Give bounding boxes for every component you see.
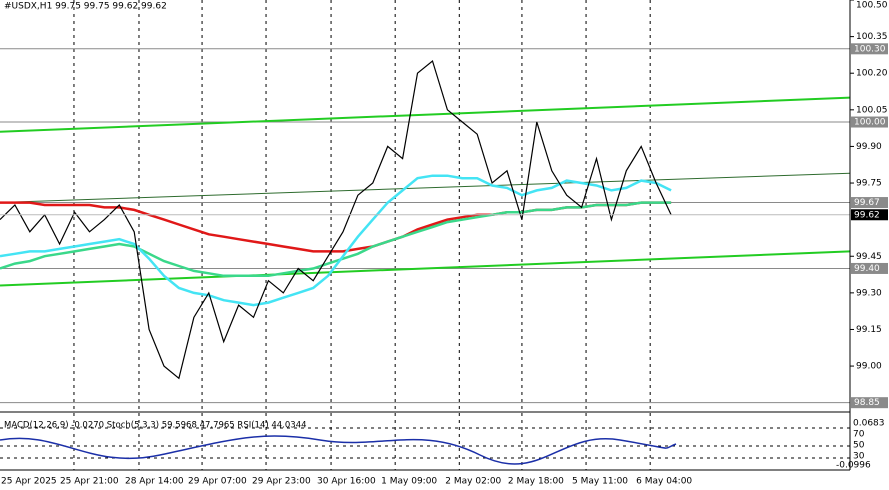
- level-label: 100.30: [854, 44, 886, 54]
- x-tick-label: 5 May 11:00: [572, 477, 628, 487]
- x-tick-label: 2 May 18:00: [508, 477, 564, 487]
- series-line: [0, 201, 672, 278]
- y-tick-label: 99.90: [856, 142, 882, 152]
- level-label-box: [851, 116, 888, 128]
- y-tick-label: 99.00: [856, 362, 882, 372]
- level-label-box: [851, 197, 888, 209]
- y-tick-label: 100.05: [856, 105, 888, 115]
- indicator-line: [0, 435, 677, 465]
- x-tick-label: 29 Apr 23:00: [252, 477, 311, 487]
- current-price-box: [851, 209, 888, 221]
- level-label-box: [851, 43, 888, 55]
- indicator-scale: 0.0683: [853, 419, 885, 429]
- x-tick-label: 30 Apr 16:00: [317, 477, 376, 487]
- y-tick-label: 100.35: [856, 32, 888, 42]
- y-tick-label: 100.20: [856, 69, 888, 79]
- current-price-label: 99.62: [854, 210, 880, 220]
- level-label: 98.85: [854, 398, 880, 408]
- x-tick-label: 25 Apr 2025: [1, 477, 57, 487]
- x-tick-label: 6 May 04:00: [636, 477, 692, 487]
- y-tick-label: 99.75: [856, 179, 882, 189]
- trend-line: [0, 172, 851, 204]
- chart-title: #USDX,H1 99.75 99.75 99.62 99.62: [4, 2, 167, 12]
- x-tick-label: 28 Apr 14:00: [125, 477, 184, 487]
- trend-line: [0, 96, 851, 133]
- y-tick-label: 99.15: [856, 325, 882, 335]
- indicator-scale: 30: [853, 452, 865, 462]
- indicator-title: MACD(12,26,9) -0.0270 Stoch(5,3,3) 59.59…: [4, 421, 307, 431]
- x-tick-label: 2 May 02:00: [445, 477, 501, 487]
- level-label: 100.00: [854, 118, 886, 128]
- level-label: 99.40: [854, 264, 880, 274]
- y-tick-label: 100.50: [856, 1, 888, 11]
- level-label-box: [851, 397, 888, 409]
- indicator-scale: -0.0996: [836, 461, 871, 471]
- y-tick-label: 99.45: [856, 252, 882, 262]
- y-tick-label: 99.30: [856, 288, 882, 298]
- indicator-scale: 50: [853, 441, 865, 451]
- x-tick-label: 25 Apr 21:00: [60, 477, 119, 487]
- indicator-scale: 70: [853, 430, 865, 440]
- x-tick-label: 29 Apr 07:00: [188, 477, 247, 487]
- level-label-box: [851, 262, 888, 274]
- x-tick-label: 1 May 09:00: [381, 477, 437, 487]
- series-line: [0, 174, 672, 307]
- level-label: 99.67: [854, 198, 880, 208]
- series-line: [0, 59, 672, 380]
- plot-area: [0, 0, 851, 470]
